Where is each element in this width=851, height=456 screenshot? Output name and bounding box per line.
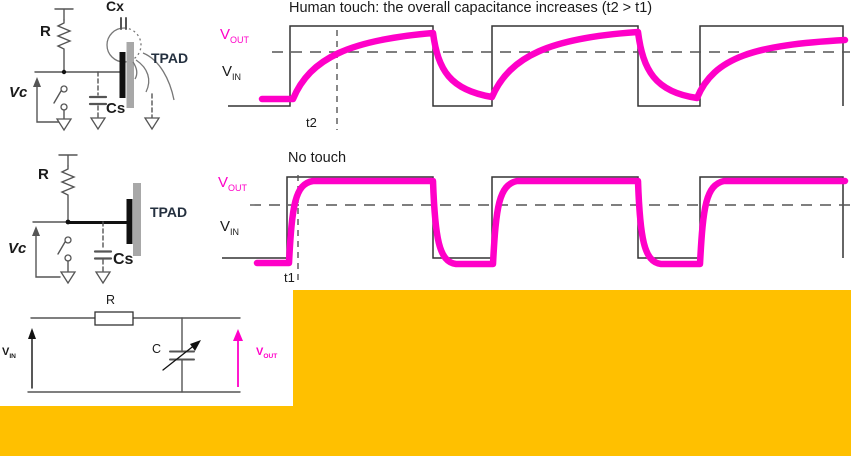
- vout-label: VOUT: [218, 174, 248, 193]
- vc-bracket: [36, 83, 61, 123]
- node-dot: [61, 69, 67, 75]
- t2-label: t2: [306, 115, 317, 130]
- t1-label: t1: [284, 270, 295, 285]
- cx-label: Cx: [106, 0, 124, 14]
- supply-rail: [54, 8, 74, 21]
- vc-label: Vc: [8, 240, 27, 257]
- finger-loop-left: [106, 27, 125, 63]
- switch-contact-bottom: [60, 103, 68, 111]
- ground-symbol: [143, 117, 161, 131]
- switch-lever: [57, 241, 69, 273]
- node-dot: [65, 219, 71, 225]
- resistor-label: R: [40, 23, 51, 40]
- vout-arrowhead: [233, 329, 243, 341]
- vc-arrowhead: [32, 226, 40, 236]
- no-touch-waveform-plot: [222, 175, 850, 283]
- no-touch-chart-title: No touch: [288, 150, 347, 166]
- resistor-symbol: [56, 19, 72, 73]
- variable-cap-arrowhead: [190, 340, 201, 351]
- rc-equivalent-circuit-schematic: [27, 311, 243, 393]
- resistor-label: R: [38, 166, 49, 183]
- capacitor-plates: [169, 350, 195, 361]
- vin-square-wave: [228, 25, 844, 107]
- resistor-symbol: [60, 165, 76, 222]
- supply-rail: [58, 154, 78, 167]
- vc-arrowhead: [33, 77, 41, 87]
- tpad-dielectric-bar: [126, 42, 134, 108]
- vout-label: VOUT: [220, 26, 250, 45]
- tpad-label: TPAD: [150, 204, 188, 220]
- ground-symbol: [55, 118, 73, 132]
- switch-contact-top: [64, 236, 72, 244]
- vin-square-wave: [222, 176, 844, 259]
- cs-capacitor-plates: [88, 95, 108, 106]
- vc-label: Vc: [9, 84, 28, 101]
- finger-outline-icon: [132, 61, 138, 80]
- ground-symbol: [89, 117, 107, 131]
- finger-outline-icon: [135, 59, 150, 93]
- vin-label: VIN: [2, 346, 16, 361]
- vout-label: VOUT: [256, 346, 278, 361]
- resistor-box: [94, 311, 134, 326]
- vin-label: VIN: [220, 218, 240, 237]
- cs-capacitor-plates: [93, 250, 113, 260]
- tpad-label: TPAD: [151, 50, 189, 66]
- tpad-dielectric-bar: [133, 183, 141, 256]
- switch-lever: [53, 90, 65, 120]
- tpad-electrode-bar: [126, 199, 133, 244]
- vout-rc-curve: [258, 28, 849, 103]
- variable-cap-arrow-shaft: [162, 343, 197, 371]
- resistor-label: R: [106, 293, 116, 307]
- switch-contact-top: [60, 85, 68, 93]
- cs-label: Cs: [106, 100, 126, 117]
- tpad-electrode-bar: [119, 52, 126, 98]
- ground-symbol: [59, 271, 77, 285]
- no-touch-circuit-schematic: [32, 154, 141, 285]
- vin-label: VIN: [222, 63, 242, 82]
- cs-label: Cs: [113, 251, 134, 268]
- capacitor-label: C: [152, 342, 162, 356]
- switch-contact-bottom: [64, 254, 72, 262]
- ground-symbol: [94, 271, 112, 285]
- touch-waveform-plot: [228, 25, 850, 130]
- vout-rc-curve: [253, 177, 849, 268]
- vc-bracket: [35, 232, 61, 278]
- touch-chart-title: Human touch: the overall capacitance inc…: [289, 0, 653, 16]
- cx-capacitor-plates: [120, 17, 127, 30]
- orange-highlight-strip: [0, 406, 851, 456]
- touch-circuit-schematic: [33, 8, 175, 132]
- vin-arrowhead: [28, 328, 36, 339]
- finger-outline-icon: [142, 52, 175, 101]
